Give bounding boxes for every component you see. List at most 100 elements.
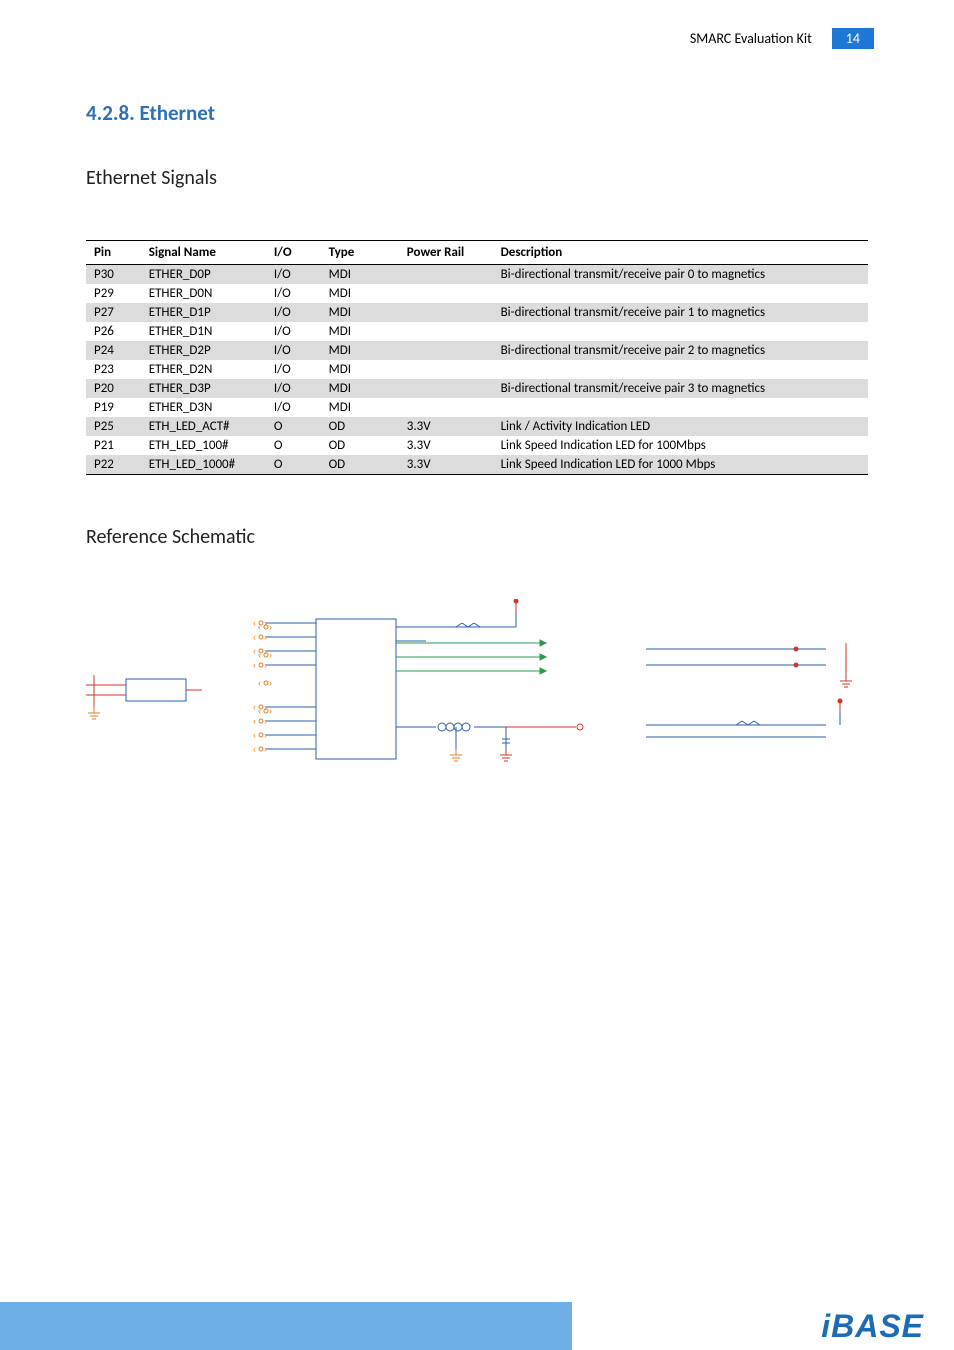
table-cell: ETHER_D3N xyxy=(141,398,266,417)
table-cell: OD xyxy=(321,436,399,455)
table-cell: P22 xyxy=(86,455,141,475)
table-cell xyxy=(399,284,493,303)
table-cell: Bi-directional transmit/receive pair 3 t… xyxy=(493,379,868,398)
table-cell: MDI xyxy=(321,322,399,341)
table-cell: 3.3V xyxy=(399,417,493,436)
table-col-header: I/O xyxy=(266,241,321,265)
reference-schematic-heading: Reference Schematic xyxy=(86,525,868,549)
table-row: P26ETHER_D1NI/OMDI xyxy=(86,322,868,341)
svg-text:›: › xyxy=(264,702,267,712)
table-row: P21ETH_LED_100#OOD3.3VLink Speed Indicat… xyxy=(86,436,868,455)
table-cell xyxy=(399,303,493,322)
table-col-header: Power Rail xyxy=(399,241,493,265)
table-cell: ETHER_D0N xyxy=(141,284,266,303)
page-number: 14 xyxy=(832,28,874,49)
table-row: P24ETHER_D2PI/OMDI Bi-directional transmi… xyxy=(86,341,868,360)
page-header: SMARC Evaluation Kit 14 xyxy=(690,28,874,49)
table-cell: MDI xyxy=(321,398,399,417)
section-title: 4.2.8. Ethernet xyxy=(86,100,868,126)
svg-text:‹: ‹ xyxy=(253,730,256,740)
svg-text:›: › xyxy=(264,730,267,740)
table-cell xyxy=(399,322,493,341)
svg-text:›: › xyxy=(264,744,267,754)
table-col-header: Type xyxy=(321,241,399,265)
table-cell: O xyxy=(266,417,321,436)
table-cell: I/O xyxy=(266,398,321,417)
table-header-row: PinSignal NameI/OTypePower RailDescripti… xyxy=(86,241,868,265)
table-row: P30ETHER_D0PI/OMDIBi-directional transmi… xyxy=(86,265,868,285)
table-cell: P30 xyxy=(86,265,141,285)
svg-text:‹: ‹ xyxy=(253,632,256,642)
table-cell: Bi-directional transmit/receive pair 1 t… xyxy=(493,303,868,322)
table-cell: Bi-directional transmit/receive pair 0 t… xyxy=(493,265,868,285)
table-cell: I/O xyxy=(266,322,321,341)
table-cell: MDI xyxy=(321,360,399,379)
table-cell xyxy=(399,360,493,379)
table-cell: Link Speed Indication LED for 1000 Mbps xyxy=(493,455,868,475)
table-cell: MDI xyxy=(321,284,399,303)
svg-text:‹: ‹ xyxy=(258,678,261,688)
doc-title: SMARC Evaluation Kit xyxy=(690,30,812,47)
table-col-header: Pin xyxy=(86,241,141,265)
table-col-header: Signal Name xyxy=(141,241,266,265)
table-cell xyxy=(399,265,493,285)
table-cell xyxy=(493,360,868,379)
table-cell: ETH_LED_100# xyxy=(141,436,266,455)
table-cell: P26 xyxy=(86,322,141,341)
table-cell: P27 xyxy=(86,303,141,322)
table-cell xyxy=(493,398,868,417)
table-cell: P23 xyxy=(86,360,141,379)
table-row: P23ETHER_D2NI/OMDI xyxy=(86,360,868,379)
svg-text:‹: ‹ xyxy=(253,646,256,656)
page-footer: iBASE xyxy=(0,1302,954,1350)
page-content: 4.2.8. Ethernet Ethernet Signals PinSign… xyxy=(0,0,954,789)
table-cell: Link Speed Indication LED for 100Mbps xyxy=(493,436,868,455)
table-cell xyxy=(493,322,868,341)
svg-text:‹: ‹ xyxy=(253,716,256,726)
table-cell: MDI xyxy=(321,265,399,285)
table-cell: O xyxy=(266,455,321,475)
table-cell: Bi-directional transmit/receive pair 2 t… xyxy=(493,341,868,360)
table-cell: P20 xyxy=(86,379,141,398)
signals-table: PinSignal NameI/OTypePower RailDescripti… xyxy=(86,240,868,475)
footer-logo-area: iBASE xyxy=(572,1302,954,1350)
table-cell: ETHER_D2N xyxy=(141,360,266,379)
footer-bar xyxy=(0,1302,572,1350)
svg-text:‹: ‹ xyxy=(253,744,256,754)
table-col-header: Description xyxy=(493,241,868,265)
table-cell: ETHER_D1P xyxy=(141,303,266,322)
svg-text:›: › xyxy=(264,660,267,670)
table-cell: 3.3V xyxy=(399,436,493,455)
table-cell: O xyxy=(266,436,321,455)
table-cell: Link / Activity Indication LED xyxy=(493,417,868,436)
table-row: P25ETH_LED_ACT#OOD3.3VLink / Activity In… xyxy=(86,417,868,436)
table-cell xyxy=(399,398,493,417)
table-cell xyxy=(399,341,493,360)
table-row: P27ETHER_D1PI/OMDI Bi-directional transmi… xyxy=(86,303,868,322)
table-cell: I/O xyxy=(266,341,321,360)
table-cell xyxy=(399,379,493,398)
table-cell: MDI xyxy=(321,379,399,398)
svg-text:›: › xyxy=(264,618,267,628)
table-cell: P25 xyxy=(86,417,141,436)
svg-text:‹: ‹ xyxy=(253,618,256,628)
table-cell: I/O xyxy=(266,265,321,285)
table-cell: OD xyxy=(321,417,399,436)
table-cell: P21 xyxy=(86,436,141,455)
table-cell: P24 xyxy=(86,341,141,360)
table-cell: I/O xyxy=(266,360,321,379)
table-cell: ETHER_D2P xyxy=(141,341,266,360)
table-cell: P19 xyxy=(86,398,141,417)
table-row: P22ETH_LED_1000#OOD3.3VLink Speed Indica… xyxy=(86,455,868,475)
table-cell: 3.3V xyxy=(399,455,493,475)
table-cell: ETH_LED_ACT# xyxy=(141,417,266,436)
table-cell: MDI xyxy=(321,303,399,322)
table-row: P19ETHER_D3NI/OMDI xyxy=(86,398,868,417)
table-row: P29ETHER_D0NI/OMDI xyxy=(86,284,868,303)
table-cell: OD xyxy=(321,455,399,475)
svg-text:›: › xyxy=(264,646,267,656)
table-row: P20ETHER_D3PI/OMDIBi-directional transmi… xyxy=(86,379,868,398)
ethernet-signals-heading: Ethernet Signals xyxy=(86,166,868,190)
table-cell: MDI xyxy=(321,341,399,360)
table-cell: I/O xyxy=(266,303,321,322)
